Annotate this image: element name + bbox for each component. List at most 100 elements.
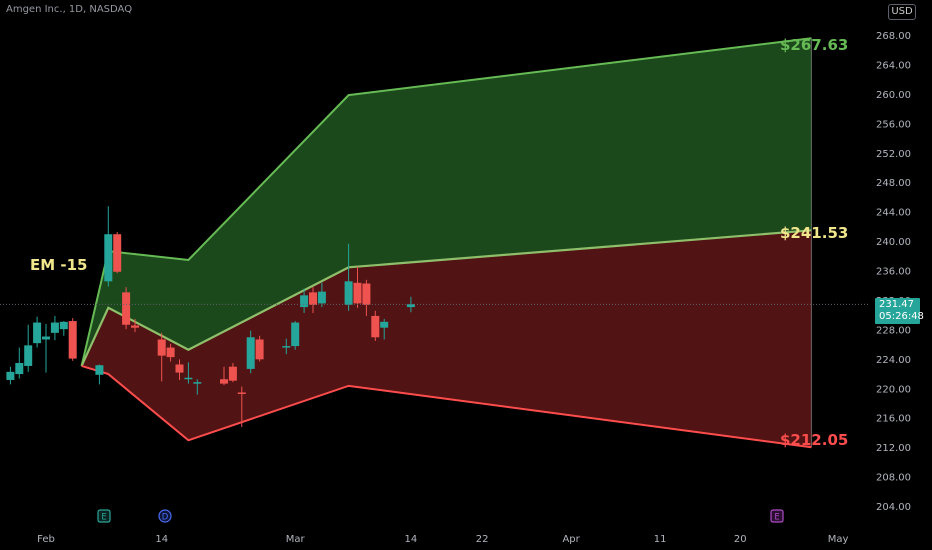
y-tick-label: 204.00: [876, 502, 911, 513]
y-tick-label: 228.00: [876, 325, 911, 336]
candle-body: [291, 322, 300, 347]
candle-body: [282, 346, 291, 348]
earnings-marker: E: [770, 509, 784, 523]
candle-body: [362, 283, 371, 305]
candle: [344, 243, 353, 311]
y-tick-label: 256.00: [876, 119, 911, 130]
candle: [193, 379, 202, 395]
price-axis-bg: [868, 0, 932, 528]
candlesticks: [6, 206, 415, 428]
lower-level-label: $212.05: [780, 431, 849, 449]
candle: [68, 318, 77, 361]
candle: [122, 287, 131, 330]
x-tick-label: 20: [734, 534, 747, 545]
marker-shape: [770, 509, 784, 523]
candle-body: [237, 392, 246, 394]
x-tick-label: Feb: [37, 534, 55, 545]
candle: [353, 266, 362, 308]
candle: [33, 316, 42, 348]
candle-body: [380, 321, 389, 328]
candle: [59, 321, 68, 336]
candle: [317, 282, 326, 308]
y-tick-label: 216.00: [876, 414, 911, 425]
last-price-value: 231.47: [879, 299, 914, 310]
candle: [131, 318, 139, 333]
candle-body: [33, 322, 42, 344]
candle: [282, 338, 291, 355]
candle-body: [228, 366, 237, 381]
middle-band-line: [80, 229, 812, 367]
candle-body: [50, 322, 59, 333]
last-price-tag: 231.47 05:26:48: [875, 298, 924, 324]
candle-body: [42, 336, 50, 340]
y-tick-label: 268.00: [876, 31, 911, 42]
y-tick-label: 252.00: [876, 149, 911, 160]
candle-body: [59, 321, 68, 330]
candle-body: [95, 365, 104, 375]
currency-badge[interactable]: USD: [888, 4, 916, 20]
x-tick-label: 11: [654, 534, 667, 545]
candle: [50, 315, 59, 341]
candle-body: [104, 234, 113, 282]
upper-level-label: $267.63: [780, 36, 849, 54]
candle-body: [24, 345, 33, 366]
y-tick-label: 244.00: [876, 208, 911, 219]
time-axis-bg: [0, 528, 932, 550]
candle: [406, 296, 415, 313]
symbol-title: Amgen Inc., 1D, NASDAQ: [6, 4, 133, 15]
candle: [255, 335, 264, 362]
earnings-marker: E: [97, 509, 111, 523]
candle-body: [157, 339, 166, 356]
candle: [291, 321, 300, 350]
candle: [184, 362, 193, 384]
candle: [246, 330, 255, 374]
x-tick-label: Apr: [562, 534, 580, 545]
candle-body: [184, 377, 193, 380]
candle-body: [122, 292, 131, 325]
y-tick-label: 248.00: [876, 178, 911, 189]
upper-band-line: [80, 37, 812, 367]
marker-letter: E: [774, 512, 779, 522]
candle-body: [317, 291, 326, 304]
y-tick-label: 224.00: [876, 355, 911, 366]
y-tick-label: 208.00: [876, 473, 911, 484]
expected-move-zones: [80, 37, 812, 449]
candle-body: [175, 364, 184, 373]
candle: [237, 386, 246, 428]
marker-shape: [158, 509, 172, 523]
candle: [104, 206, 113, 287]
candle: [309, 287, 317, 313]
lower-zone: [81, 230, 812, 448]
candle: [166, 343, 175, 362]
candle: [220, 366, 228, 386]
candle-body: [371, 315, 380, 338]
upper-zone: [81, 38, 812, 366]
y-tick-label: 240.00: [876, 237, 911, 248]
y-tick-label: 236.00: [876, 267, 911, 278]
candle-body: [15, 363, 24, 375]
bar-countdown: 05:26:48: [879, 311, 924, 322]
candle-body: [246, 337, 255, 369]
dividend-marker: D: [158, 509, 172, 523]
candle-body: [255, 339, 264, 360]
em-label: EM -15: [30, 256, 88, 274]
time-axis: Feb 14 Mar 14 22 Apr 11 20 May: [0, 528, 932, 550]
x-tick-label: 14: [405, 534, 418, 545]
candle: [15, 347, 24, 379]
candle-body: [6, 371, 15, 380]
x-tick-label: May: [828, 534, 849, 545]
candle-body: [344, 281, 353, 305]
candle: [113, 232, 122, 274]
marker-letter: E: [101, 512, 106, 522]
candle-body: [353, 282, 362, 304]
candle: [24, 324, 33, 372]
candle-body: [300, 295, 309, 308]
candle: [175, 359, 184, 380]
candle-body: [220, 379, 228, 384]
candle: [362, 279, 371, 316]
candle: [228, 363, 237, 383]
candle-body: [193, 382, 202, 384]
marker-letter: D: [162, 512, 169, 522]
